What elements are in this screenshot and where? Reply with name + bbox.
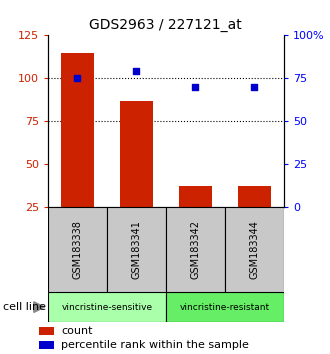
Bar	[166, 292, 284, 322]
Title: GDS2963 / 227121_at: GDS2963 / 227121_at	[89, 18, 242, 32]
Text: count: count	[61, 326, 92, 336]
Bar	[238, 187, 271, 207]
Text: vincristine-resistant: vincristine-resistant	[180, 303, 270, 312]
Bar	[48, 207, 107, 292]
Text: percentile rank within the sample: percentile rank within the sample	[61, 340, 249, 350]
Text: GSM183342: GSM183342	[190, 220, 200, 279]
Point	[252, 84, 257, 90]
Polygon shape	[34, 302, 45, 312]
Bar	[107, 207, 166, 292]
Point	[75, 75, 80, 81]
Bar	[39, 327, 54, 335]
Bar	[179, 187, 212, 207]
Bar	[225, 207, 284, 292]
Text: GSM183344: GSM183344	[249, 220, 259, 279]
Bar	[48, 292, 166, 322]
Point	[193, 84, 198, 90]
Bar	[39, 341, 54, 349]
Bar	[166, 207, 225, 292]
Text: cell line: cell line	[3, 302, 46, 312]
Text: GSM183338: GSM183338	[72, 220, 82, 279]
Text: vincristine-sensitive: vincristine-sensitive	[61, 303, 152, 312]
Bar	[120, 101, 152, 207]
Text: GSM183341: GSM183341	[131, 220, 141, 279]
Point	[134, 69, 139, 74]
Bar	[61, 52, 94, 207]
